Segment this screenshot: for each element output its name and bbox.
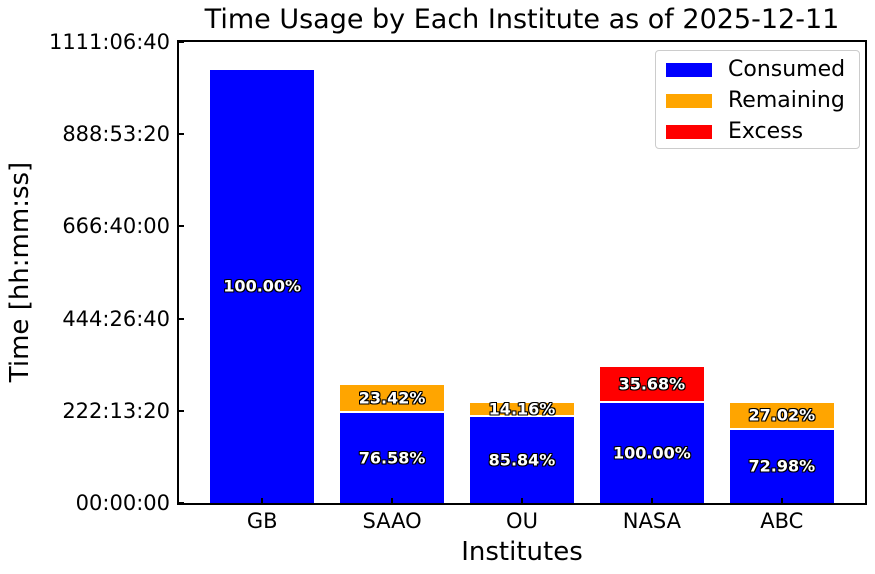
bar-segment-abc-consumed: 72.98% xyxy=(729,429,834,503)
x-tick-label-nasa: NASA xyxy=(622,509,681,533)
y-tick-label: 666:40:00 xyxy=(62,214,170,239)
legend-item-remaining: Remaining xyxy=(656,85,859,116)
y-tick-label: 00:00:00 xyxy=(75,491,170,515)
bar-percent-label: 76.58% xyxy=(358,448,426,468)
x-tick-mark xyxy=(261,498,264,503)
bar-segment-abc-remaining: 27.02% xyxy=(729,402,834,430)
y-tick-mark xyxy=(179,317,184,320)
y-tick-mark xyxy=(179,41,184,43)
bar-percent-label: 85.84% xyxy=(488,450,556,470)
x-tick-label-gb: GB xyxy=(246,509,278,533)
legend-swatch-consumed xyxy=(666,62,712,77)
legend: Consumed Remaining Excess xyxy=(655,50,860,149)
bar-percent-label: 27.02% xyxy=(748,405,816,425)
x-tick-label-abc: ABC xyxy=(760,509,804,533)
legend-swatch-remaining xyxy=(666,93,712,108)
bar-segment-saao-consumed: 76.58% xyxy=(340,412,445,503)
x-tick-label-saao: SAAO xyxy=(362,509,422,533)
y-tick-label: 444:26:40 xyxy=(62,306,170,331)
y-tick-mark xyxy=(179,409,184,412)
x-tick-label-ou: OU xyxy=(506,509,538,533)
bar-percent-label: 100.00% xyxy=(223,276,302,296)
y-tick-mark xyxy=(179,225,184,228)
legend-item-excess: Excess xyxy=(656,116,859,147)
legend-label: Remaining xyxy=(728,87,845,113)
x-tick-mark xyxy=(650,498,653,503)
x-tick-mark xyxy=(521,498,523,503)
bar-percent-label: 23.42% xyxy=(358,388,426,408)
legend-item-consumed: Consumed xyxy=(656,54,859,85)
y-tick-label: 1111:06:40 xyxy=(48,30,170,54)
legend-swatch-excess xyxy=(666,124,712,139)
bar-percent-label: 100.00% xyxy=(613,443,691,463)
bar-percent-label: 35.68% xyxy=(618,374,686,394)
y-tick-label: 222:13:20 xyxy=(62,398,170,423)
bar-segment-ou-remaining: 14.16% xyxy=(470,399,574,419)
y-tick-label: 888:53:20 xyxy=(62,122,170,147)
bar-percent-label: 72.98% xyxy=(748,456,816,476)
y-axis-label: Time [hh:mm:ss] xyxy=(5,161,35,383)
bar-percent-label: 14.16% xyxy=(488,399,556,419)
bar-segment-nasa-excess: 35.68% xyxy=(599,367,704,403)
bar-segment-saao-remaining: 23.42% xyxy=(340,385,445,413)
y-tick-mark xyxy=(179,502,184,504)
legend-label: Excess xyxy=(728,118,804,144)
bar-segment-ou-consumed: 85.84% xyxy=(470,417,574,503)
x-tick-mark xyxy=(391,498,394,503)
legend-label: Consumed xyxy=(728,56,846,82)
x-tick-mark xyxy=(780,498,783,503)
chart-title: Time Usage by Each Institute as of 2025-… xyxy=(204,4,840,35)
y-tick-mark xyxy=(179,133,184,136)
x-axis-label: Institutes xyxy=(461,537,583,567)
bar-segment-nasa-consumed: 100.00% xyxy=(599,402,704,503)
plot-inner: 100.00% 76.58% 23.42% 85.84% 14.16% 100.00% 35… xyxy=(179,41,865,504)
bar-segment-gb-consumed: 100.00% xyxy=(210,69,315,503)
